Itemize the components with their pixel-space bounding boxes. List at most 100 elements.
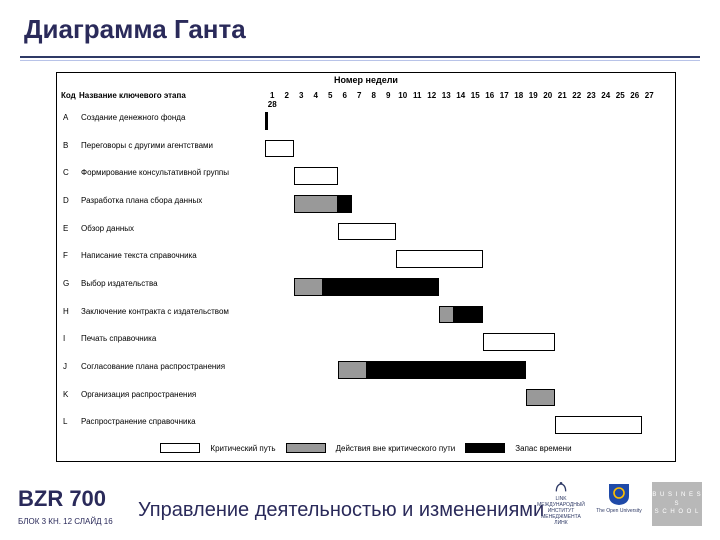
gantt-bar: [483, 333, 556, 351]
gantt-row: L Распространение справочника: [57, 411, 675, 439]
row-name: Формирование консультативной группы: [81, 168, 261, 177]
row-name: Заключение контракта с издательством: [81, 307, 261, 316]
week-number: 11: [410, 91, 425, 100]
gantt-row: D Разработка плана сбора данных: [57, 190, 675, 218]
gantt-bar: [338, 223, 396, 241]
logo-obs: B U S I N E S SS C H O O L: [652, 482, 702, 526]
gantt-bar: [265, 112, 268, 130]
ou-shield-icon: [607, 482, 631, 506]
gantt-chart: Номер недели Код Название ключевого этап…: [56, 72, 676, 462]
link-icon: [550, 482, 572, 494]
row-name: Создание денежного фонда: [81, 113, 261, 122]
legend-swatch: [286, 443, 326, 453]
logos: LINK МЕЖДУНАРОДНЫЙ ИНСТИТУТ МЕНЕДЖМЕНТА …: [536, 482, 702, 526]
week-number: 24: [599, 91, 614, 100]
week-number: 3: [294, 91, 309, 100]
code-column-header: Код: [61, 91, 76, 100]
row-name: Организация распространения: [81, 390, 261, 399]
week-header: Номер недели: [57, 75, 675, 85]
legend-label: Запас времени: [515, 444, 571, 453]
row-bars: [265, 110, 669, 132]
rule-light: [20, 60, 700, 61]
logo-ou-text: The Open University: [596, 508, 642, 514]
week-number: 17: [497, 91, 512, 100]
row-code: D: [63, 196, 77, 205]
slide-id: БЛОК 3 КН. 12 СЛАЙД 16: [18, 517, 113, 526]
row-name: Печать справочника: [81, 334, 261, 343]
row-bars: [265, 387, 669, 409]
row-bars: [265, 414, 669, 436]
week-number: 15: [468, 91, 483, 100]
row-bars: [265, 331, 669, 353]
week-number: 12: [425, 91, 440, 100]
row-code: B: [63, 141, 77, 150]
row-bars: [265, 359, 669, 381]
row-bars: [265, 138, 669, 160]
gantt-row: I Печать справочника: [57, 328, 675, 356]
legend-swatch: [465, 443, 505, 453]
week-number: 23: [584, 91, 599, 100]
row-code: G: [63, 279, 77, 288]
gantt-bar: [454, 306, 483, 324]
row-code: L: [63, 417, 77, 426]
week-number: 9: [381, 91, 396, 100]
row-name: Переговоры с другими агентствами: [81, 141, 261, 150]
row-name: Написание текста справочника: [81, 251, 261, 260]
row-name: Распространение справочника: [81, 417, 261, 426]
week-number: 14: [454, 91, 469, 100]
logo-link: LINK МЕЖДУНАРОДНЫЙ ИНСТИТУТ МЕНЕДЖМЕНТА …: [536, 482, 586, 526]
gantt-row: JСогласование плана распространения: [57, 356, 675, 384]
row-bars: [265, 193, 669, 215]
week-number: 6: [338, 91, 353, 100]
week-number: 5: [323, 91, 338, 100]
gantt-bar: [396, 250, 483, 268]
row-bars: [265, 165, 669, 187]
logo-obs-text: B U S I N E S SS C H O O L: [652, 491, 702, 516]
gantt-bar: [294, 278, 323, 296]
gantt-bar: [555, 416, 642, 434]
week-number: 25: [613, 91, 628, 100]
gantt-row: C Формирование консультативной группы: [57, 162, 675, 190]
row-name: Обзор данных: [81, 224, 261, 233]
row-name: Выбор издательства: [81, 279, 261, 288]
row-code: F: [63, 251, 77, 260]
week-number: 7: [352, 91, 367, 100]
gantt-bar: [526, 389, 555, 407]
row-name: Разработка плана сбора данных: [81, 196, 261, 205]
gantt-row: F Написание текста справочника: [57, 245, 675, 273]
gantt-bar: [323, 278, 439, 296]
row-code: K: [63, 390, 77, 399]
week-number: 13: [439, 91, 454, 100]
legend-swatch: [160, 443, 200, 453]
week-number: 18: [512, 91, 527, 100]
rule-dark: [20, 56, 700, 58]
week-number: 22: [570, 91, 585, 100]
row-code: C: [63, 168, 77, 177]
gantt-row: EОбзор данных: [57, 218, 675, 246]
gantt-bar: [367, 361, 527, 379]
gantt-bar: [294, 167, 338, 185]
subtitle: Управление деятельностью и изменениями: [138, 499, 544, 522]
gantt-row: K Организация распространения: [57, 384, 675, 412]
gantt-row: B Переговоры с другими агентствами: [57, 135, 675, 163]
row-bars: [265, 276, 669, 298]
week-number: 2: [280, 91, 295, 100]
slide-title: Диаграмма Ганта: [24, 14, 246, 45]
gantt-row: G Выбор издательства: [57, 273, 675, 301]
course-code: BZR 700: [18, 486, 106, 512]
week-number: 16: [483, 91, 498, 100]
legend-label: Действия вне критического пути: [336, 444, 456, 453]
row-bars: [265, 221, 669, 243]
name-column-header: Название ключевого этапа: [79, 91, 186, 100]
week-number: 26: [628, 91, 643, 100]
gantt-bar: [439, 306, 454, 324]
row-bars: [265, 248, 669, 270]
week-number: 8: [367, 91, 382, 100]
week-number: 19: [526, 91, 541, 100]
row-code: I: [63, 334, 77, 343]
week-number: 1: [265, 91, 280, 100]
week-number: 27: [642, 91, 657, 100]
week-number: 21: [555, 91, 570, 100]
week-number: 10: [396, 91, 411, 100]
gantt-bar: [338, 361, 367, 379]
